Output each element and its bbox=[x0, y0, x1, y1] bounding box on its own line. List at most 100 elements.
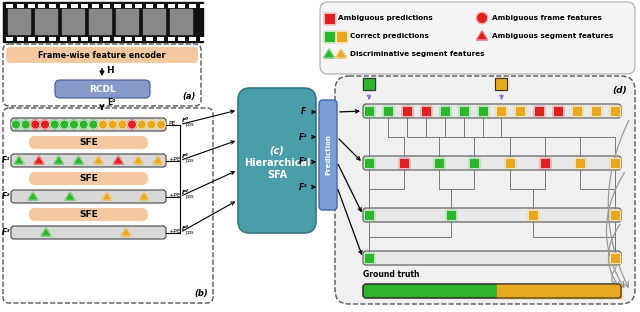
Bar bbox=[189, 37, 196, 41]
Bar bbox=[504, 158, 515, 168]
Text: F¹: F¹ bbox=[182, 154, 189, 159]
Bar bbox=[515, 106, 525, 116]
Bar bbox=[420, 106, 431, 116]
Bar bbox=[364, 210, 374, 220]
Polygon shape bbox=[113, 156, 124, 164]
Text: +PE: +PE bbox=[168, 193, 180, 198]
Text: E⁰: E⁰ bbox=[107, 98, 115, 107]
Circle shape bbox=[89, 120, 98, 129]
Bar bbox=[335, 31, 346, 41]
Bar bbox=[497, 106, 506, 116]
Circle shape bbox=[60, 120, 69, 129]
Circle shape bbox=[12, 120, 20, 129]
Bar bbox=[89, 9, 111, 34]
Text: SFE: SFE bbox=[79, 174, 98, 183]
Bar bbox=[364, 106, 374, 116]
Text: Prediction: Prediction bbox=[325, 134, 331, 175]
Bar bbox=[38, 37, 45, 41]
Bar bbox=[81, 3, 88, 7]
Text: Ambiguous predictions: Ambiguous predictions bbox=[338, 15, 433, 21]
Polygon shape bbox=[102, 192, 112, 200]
Bar bbox=[335, 31, 346, 41]
Bar bbox=[179, 37, 186, 41]
Bar bbox=[469, 158, 479, 168]
Bar bbox=[383, 106, 393, 116]
Text: +PE: +PE bbox=[168, 157, 180, 162]
Text: F³: F³ bbox=[2, 228, 11, 237]
Text: pos: pos bbox=[186, 194, 195, 199]
Bar bbox=[28, 37, 35, 41]
Polygon shape bbox=[93, 156, 104, 164]
Bar bbox=[157, 3, 164, 7]
FancyBboxPatch shape bbox=[29, 136, 148, 149]
Bar bbox=[135, 3, 142, 7]
FancyBboxPatch shape bbox=[11, 154, 166, 167]
Text: Ground truth: Ground truth bbox=[363, 270, 419, 279]
Bar bbox=[179, 3, 186, 7]
Bar bbox=[114, 3, 121, 7]
Circle shape bbox=[108, 120, 117, 129]
FancyBboxPatch shape bbox=[320, 2, 635, 74]
Bar bbox=[383, 106, 393, 116]
Text: Ambiguous segment features: Ambiguous segment features bbox=[492, 33, 613, 39]
Polygon shape bbox=[28, 192, 38, 200]
Bar bbox=[553, 106, 563, 116]
FancyBboxPatch shape bbox=[3, 108, 213, 303]
Text: F¹: F¹ bbox=[299, 133, 307, 142]
Circle shape bbox=[157, 120, 166, 129]
Bar bbox=[8, 9, 30, 34]
Text: Correct predictions: Correct predictions bbox=[350, 33, 429, 39]
Bar bbox=[610, 158, 620, 168]
Bar bbox=[200, 3, 207, 7]
FancyBboxPatch shape bbox=[29, 172, 148, 185]
Bar bbox=[49, 3, 56, 7]
Bar bbox=[364, 253, 374, 263]
Bar bbox=[528, 210, 538, 220]
Bar bbox=[435, 158, 444, 168]
Bar bbox=[323, 12, 335, 23]
Polygon shape bbox=[133, 156, 143, 164]
Circle shape bbox=[118, 120, 127, 129]
Text: H: H bbox=[106, 66, 114, 75]
Text: Hierarchical: Hierarchical bbox=[244, 158, 310, 168]
Text: PE: PE bbox=[168, 121, 175, 126]
Text: (a): (a) bbox=[182, 92, 196, 101]
FancyBboxPatch shape bbox=[3, 44, 201, 106]
Text: F⁰: F⁰ bbox=[182, 119, 189, 124]
Bar bbox=[435, 158, 444, 168]
Bar bbox=[189, 3, 196, 7]
Polygon shape bbox=[139, 192, 149, 200]
Bar bbox=[572, 106, 582, 116]
Bar bbox=[534, 106, 544, 116]
Text: pos: pos bbox=[186, 158, 195, 163]
Polygon shape bbox=[41, 228, 51, 236]
FancyBboxPatch shape bbox=[363, 251, 621, 265]
Text: (c): (c) bbox=[269, 145, 284, 155]
Bar bbox=[146, 3, 153, 7]
Bar bbox=[504, 158, 515, 168]
FancyBboxPatch shape bbox=[363, 284, 621, 298]
Bar bbox=[60, 37, 67, 41]
Bar bbox=[70, 37, 77, 41]
Bar bbox=[135, 37, 142, 41]
Bar bbox=[575, 158, 585, 168]
Bar bbox=[323, 12, 335, 23]
Bar bbox=[497, 284, 621, 298]
Bar bbox=[364, 158, 374, 168]
Bar bbox=[143, 9, 165, 34]
Circle shape bbox=[31, 120, 40, 129]
Bar bbox=[540, 158, 550, 168]
Bar bbox=[591, 106, 601, 116]
Text: (d): (d) bbox=[612, 86, 627, 95]
FancyBboxPatch shape bbox=[11, 118, 166, 131]
FancyBboxPatch shape bbox=[238, 88, 316, 233]
Polygon shape bbox=[335, 49, 346, 58]
FancyBboxPatch shape bbox=[55, 80, 150, 98]
Bar bbox=[116, 9, 138, 34]
Polygon shape bbox=[34, 156, 44, 164]
Bar bbox=[125, 37, 132, 41]
Text: SFE: SFE bbox=[79, 210, 98, 219]
Circle shape bbox=[127, 120, 136, 129]
Polygon shape bbox=[54, 156, 64, 164]
Circle shape bbox=[99, 120, 108, 129]
